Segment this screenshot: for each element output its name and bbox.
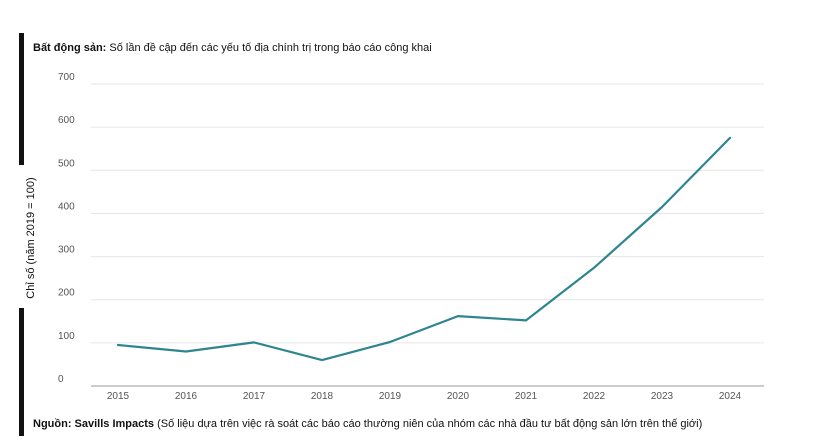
series-line bbox=[116, 136, 732, 362]
y-tick-label: 600 bbox=[58, 115, 75, 126]
chart-title: Bất động sản: Số lần đề cập đến các yếu … bbox=[33, 42, 432, 54]
x-tick-label: 2017 bbox=[243, 391, 266, 402]
accent-bar-top bbox=[19, 33, 24, 165]
y-tick-label: 100 bbox=[58, 331, 75, 342]
x-tick-label: 2020 bbox=[447, 391, 470, 402]
x-tick-label: 2015 bbox=[107, 391, 130, 402]
y-tick-label: 200 bbox=[58, 288, 75, 299]
y-tick-label: 0 bbox=[58, 374, 64, 385]
y-tick-label: 500 bbox=[58, 158, 75, 169]
x-tick-label: 2023 bbox=[651, 391, 674, 402]
x-tick-label: 2022 bbox=[583, 391, 606, 402]
y-tick-label: 700 bbox=[58, 72, 75, 83]
chart-title-text: Số lần đề cập đến các yếu tố địa chính t… bbox=[106, 42, 432, 54]
x-tick-label: 2024 bbox=[719, 391, 742, 402]
x-tick-label: 2018 bbox=[311, 391, 334, 402]
x-tick-label: 2016 bbox=[175, 391, 198, 402]
x-tick-label: 2021 bbox=[515, 391, 538, 402]
y-tick-label: 300 bbox=[58, 245, 75, 256]
source-note-text: (Số liệu dựa trên việc rà soát các báo c… bbox=[154, 418, 703, 430]
source-note: Nguồn: Savills Impacts (Số liệu dựa trên… bbox=[33, 418, 702, 430]
x-tick-label: 2019 bbox=[379, 391, 402, 402]
y-tick-label: 400 bbox=[58, 201, 75, 212]
chart-title-bold: Bất động sản: bbox=[33, 42, 107, 54]
accent-bar-bottom bbox=[19, 308, 24, 436]
source-note-bold: Nguồn: Savills Impacts bbox=[33, 418, 155, 430]
